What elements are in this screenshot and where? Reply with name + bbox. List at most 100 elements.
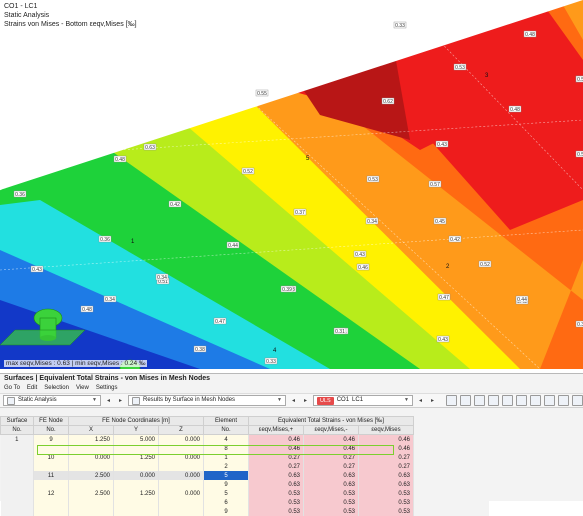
prev-icon[interactable]: ◂ — [418, 398, 422, 404]
cell-p[interactable]: 0.27 — [248, 453, 304, 462]
cell-x[interactable]: 0.000 — [68, 453, 114, 462]
cell-element[interactable]: 9 — [203, 507, 249, 516]
cell-p[interactable]: 0.27 — [248, 462, 304, 471]
cell-z[interactable] — [158, 498, 204, 507]
menu-edit[interactable]: Edit — [26, 385, 38, 391]
cell-node[interactable] — [33, 498, 69, 507]
cell-m[interactable]: 0.53 — [303, 507, 359, 516]
menu-selection[interactable]: Selection — [44, 385, 69, 391]
menu-view[interactable]: View — [75, 385, 89, 391]
cell-x[interactable] — [68, 462, 114, 471]
table-row[interactable]: 8 0.46 0.46 0.46 — [0, 444, 489, 453]
cell-v[interactable]: 0.46 — [358, 434, 414, 444]
col-element[interactable]: Element — [203, 416, 249, 426]
prev-icon[interactable]: ◂ — [291, 398, 295, 404]
cell-surface[interactable] — [0, 453, 34, 462]
cell-element[interactable]: 6 — [203, 498, 249, 507]
cell-element[interactable]: 9 — [203, 480, 249, 489]
menu-settings[interactable]: Settings — [95, 385, 118, 391]
cell-y[interactable]: 0.000 — [113, 471, 159, 480]
cell-x[interactable] — [68, 498, 114, 507]
cell-element[interactable]: 5 — [203, 471, 249, 480]
cell-node[interactable] — [33, 462, 69, 471]
cell-element[interactable]: 2 — [203, 462, 249, 471]
col-surface[interactable]: Surface — [0, 416, 34, 426]
cell-m[interactable]: 0.53 — [303, 498, 359, 507]
settings-icon[interactable] — [558, 395, 569, 406]
cell-y[interactable]: 5.000 — [113, 434, 159, 444]
cell-p[interactable]: 0.63 — [248, 471, 304, 480]
cell-m[interactable]: 0.27 — [303, 453, 359, 462]
next-icon[interactable]: ▸ — [303, 398, 307, 404]
cell-surface[interactable] — [0, 498, 34, 507]
col-coords[interactable]: FE Node Coordinates [m] — [68, 416, 204, 426]
cell-z[interactable]: 0.000 — [158, 453, 204, 462]
cell-node[interactable] — [33, 507, 69, 516]
cell-p[interactable]: 0.53 — [248, 507, 304, 516]
filter-icon[interactable] — [446, 395, 457, 406]
next-icon[interactable]: ▸ — [118, 398, 122, 404]
cell-m[interactable]: 0.63 — [303, 471, 359, 480]
cell-node[interactable]: 10 — [33, 453, 69, 462]
cell-m[interactable]: 0.46 — [303, 434, 359, 444]
visibility-icon[interactable] — [488, 395, 499, 406]
cell-node[interactable]: 11 — [33, 471, 69, 480]
cell-y[interactable]: 1.250 — [113, 489, 159, 498]
cell-m[interactable]: 0.63 — [303, 480, 359, 489]
cell-x[interactable]: 2.500 — [68, 471, 114, 480]
cell-surface[interactable] — [0, 444, 34, 453]
cell-v[interactable]: 0.53 — [358, 498, 414, 507]
cell-p[interactable]: 0.63 — [248, 480, 304, 489]
cell-z[interactable]: 0.000 — [158, 434, 204, 444]
table-icon[interactable] — [530, 395, 541, 406]
chart-icon[interactable] — [544, 395, 555, 406]
cell-p[interactable]: 0.53 — [248, 489, 304, 498]
table-row[interactable]: 2 0.27 0.27 0.27 — [0, 462, 489, 471]
table-row[interactable]: 10 0.000 1.250 0.000 1 0.27 0.27 0.27 — [0, 453, 489, 462]
next-icon[interactable]: ▸ — [430, 398, 434, 404]
cell-x[interactable]: 2.500 — [68, 489, 114, 498]
cell-z[interactable] — [158, 444, 204, 453]
cell-z[interactable] — [158, 507, 204, 516]
cell-y[interactable] — [113, 507, 159, 516]
cell-m[interactable]: 0.46 — [303, 444, 359, 453]
cell-m[interactable]: 0.27 — [303, 462, 359, 471]
print-icon[interactable] — [516, 395, 527, 406]
cell-surface[interactable] — [0, 507, 34, 516]
cell-z[interactable]: 0.000 — [158, 471, 204, 480]
load-combination-select[interactable]: ULS CO1 LC1 ▼ — [313, 395, 413, 406]
cell-surface[interactable] — [0, 489, 34, 498]
export-icon[interactable] — [502, 395, 513, 406]
cell-surface[interactable] — [0, 471, 34, 480]
cell-node[interactable]: 12 — [33, 489, 69, 498]
col-strains[interactable]: Equivalent Total Strains - von Mises [‰] — [248, 416, 414, 426]
analysis-select[interactable]: Static Analysis ▼ — [3, 395, 101, 406]
cell-z[interactable] — [158, 480, 204, 489]
sort-icon[interactable] — [460, 395, 471, 406]
table-row[interactable]: 11 2.500 0.000 0.000 5 0.63 0.63 0.63 — [0, 471, 489, 480]
cell-node[interactable] — [33, 480, 69, 489]
help-icon[interactable] — [572, 395, 583, 406]
cell-y[interactable] — [113, 444, 159, 453]
cell-z[interactable] — [158, 462, 204, 471]
cell-v[interactable]: 0.27 — [358, 462, 414, 471]
cell-element[interactable]: 4 — [203, 434, 249, 444]
cell-surface[interactable] — [0, 480, 34, 489]
table-row[interactable]: 9 0.53 0.53 0.53 — [0, 507, 489, 516]
cell-v[interactable]: 0.27 — [358, 453, 414, 462]
table-row[interactable]: 12 2.500 1.250 0.000 5 0.53 0.53 0.53 — [0, 489, 489, 498]
cell-v[interactable]: 0.53 — [358, 507, 414, 516]
cell-v[interactable]: 0.63 — [358, 471, 414, 480]
cell-x[interactable] — [68, 480, 114, 489]
cell-node[interactable]: 9 — [33, 434, 69, 444]
cell-y[interactable] — [113, 498, 159, 507]
cell-y[interactable]: 1.250 — [113, 453, 159, 462]
columns-icon[interactable] — [474, 395, 485, 406]
cell-surface[interactable] — [0, 462, 34, 471]
cell-p[interactable]: 0.53 — [248, 498, 304, 507]
table-row[interactable]: 1 9 1.250 5.000 0.000 4 0.46 0.46 0.46 — [0, 434, 489, 444]
cell-y[interactable] — [113, 462, 159, 471]
results-by-select[interactable]: Results by Surface in Mesh Nodes ▼ — [128, 395, 286, 406]
cell-x[interactable] — [68, 444, 114, 453]
table-row[interactable]: 6 0.53 0.53 0.53 — [0, 498, 489, 507]
